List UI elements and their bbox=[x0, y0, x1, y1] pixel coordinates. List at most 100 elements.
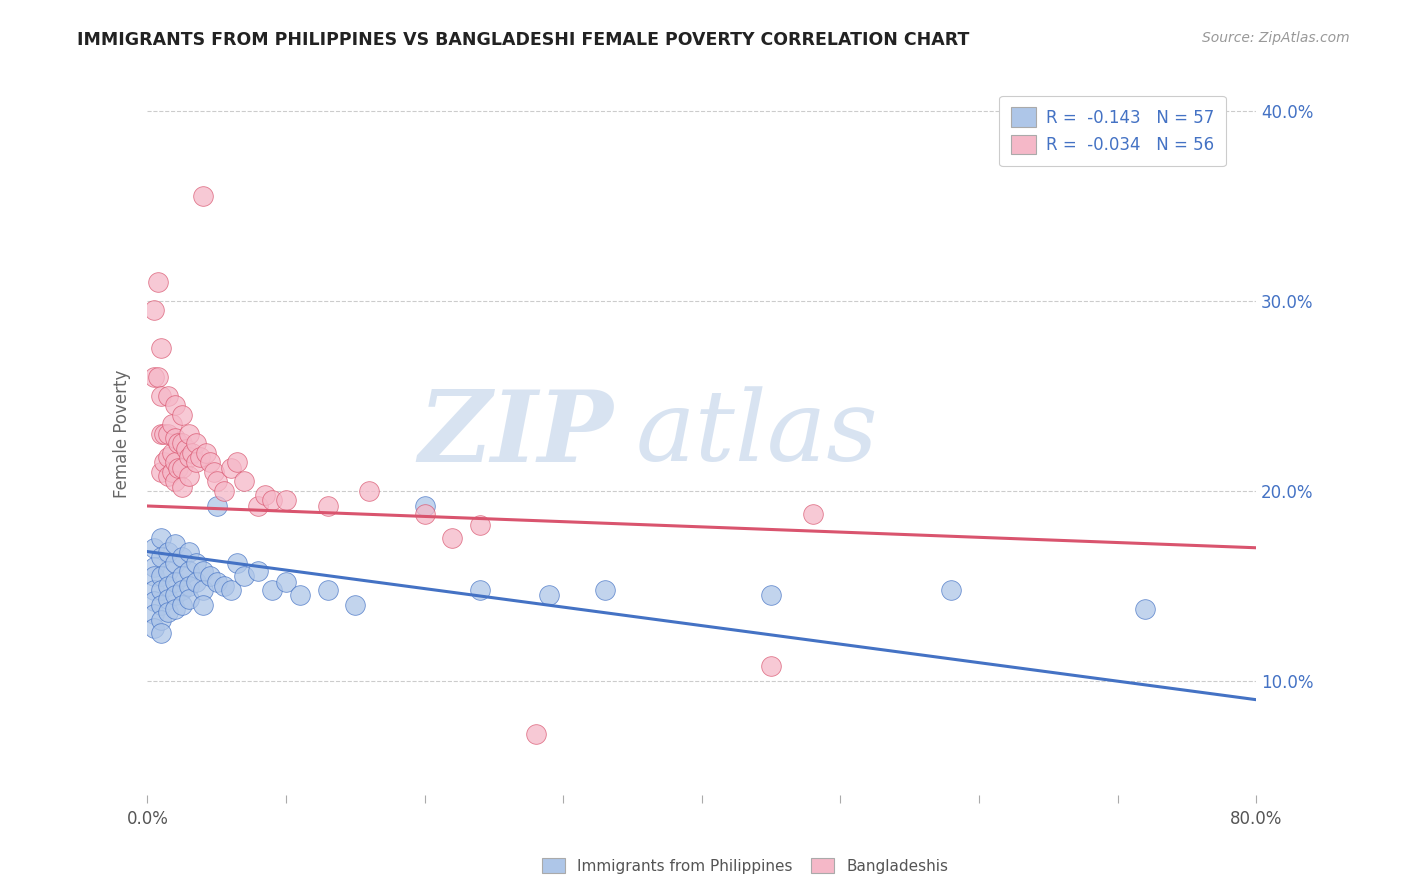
Point bbox=[191, 582, 214, 597]
Legend: R =  -0.143   N = 57, R =  -0.034   N = 56: R = -0.143 N = 57, R = -0.034 N = 56 bbox=[1000, 95, 1226, 166]
Point bbox=[198, 455, 221, 469]
Point bbox=[184, 436, 207, 450]
Point bbox=[198, 569, 221, 583]
Point bbox=[274, 574, 297, 589]
Point bbox=[157, 389, 180, 403]
Point bbox=[165, 398, 187, 412]
Point bbox=[233, 475, 256, 489]
Point bbox=[801, 507, 824, 521]
Point bbox=[143, 369, 166, 384]
Point bbox=[150, 613, 173, 627]
Point bbox=[143, 621, 166, 635]
Point bbox=[170, 569, 193, 583]
Point bbox=[202, 465, 225, 479]
Point bbox=[150, 426, 173, 441]
Point bbox=[150, 531, 173, 545]
Legend: Immigrants from Philippines, Bangladeshis: Immigrants from Philippines, Bangladeshi… bbox=[536, 852, 955, 880]
Point bbox=[247, 564, 270, 578]
Point bbox=[143, 541, 166, 555]
Point bbox=[150, 465, 173, 479]
Point bbox=[143, 559, 166, 574]
Point bbox=[143, 303, 166, 318]
Point bbox=[191, 564, 214, 578]
Point bbox=[226, 455, 249, 469]
Point bbox=[177, 450, 200, 464]
Point bbox=[219, 461, 242, 475]
Point bbox=[233, 569, 256, 583]
Point bbox=[247, 499, 270, 513]
Point bbox=[184, 556, 207, 570]
Point bbox=[177, 544, 200, 558]
Point bbox=[170, 480, 193, 494]
Point bbox=[162, 417, 184, 432]
Point bbox=[524, 727, 547, 741]
Point bbox=[167, 436, 190, 450]
Point bbox=[262, 582, 284, 597]
Point bbox=[143, 594, 166, 608]
Point bbox=[165, 537, 187, 551]
Point bbox=[441, 531, 464, 545]
Point bbox=[538, 588, 561, 602]
Point bbox=[205, 499, 228, 513]
Point bbox=[205, 475, 228, 489]
Point bbox=[143, 582, 166, 597]
Point bbox=[170, 408, 193, 422]
Point bbox=[316, 582, 339, 597]
Text: IMMIGRANTS FROM PHILIPPINES VS BANGLADESHI FEMALE POVERTY CORRELATION CHART: IMMIGRANTS FROM PHILIPPINES VS BANGLADES… bbox=[77, 31, 970, 49]
Point bbox=[274, 493, 297, 508]
Point bbox=[1135, 601, 1157, 615]
Point bbox=[150, 550, 173, 565]
Point bbox=[413, 507, 436, 521]
Point bbox=[174, 442, 197, 456]
Point bbox=[148, 369, 170, 384]
Point bbox=[191, 189, 214, 203]
Point bbox=[170, 461, 193, 475]
Point bbox=[177, 592, 200, 607]
Point bbox=[150, 598, 173, 612]
Point bbox=[157, 450, 180, 464]
Point bbox=[150, 626, 173, 640]
Point bbox=[153, 455, 176, 469]
Point bbox=[177, 564, 200, 578]
Point bbox=[170, 550, 193, 565]
Point bbox=[170, 436, 193, 450]
Point bbox=[143, 569, 166, 583]
Point bbox=[165, 455, 187, 469]
Point bbox=[212, 483, 235, 498]
Point bbox=[468, 518, 491, 533]
Point bbox=[162, 465, 184, 479]
Point bbox=[165, 588, 187, 602]
Point bbox=[150, 582, 173, 597]
Point bbox=[413, 499, 436, 513]
Point bbox=[205, 574, 228, 589]
Point bbox=[165, 431, 187, 445]
Point bbox=[177, 426, 200, 441]
Point bbox=[148, 275, 170, 289]
Point bbox=[143, 607, 166, 622]
Point bbox=[157, 468, 180, 483]
Point bbox=[150, 389, 173, 403]
Point bbox=[359, 483, 381, 498]
Point bbox=[254, 487, 277, 501]
Point bbox=[157, 426, 180, 441]
Point bbox=[184, 455, 207, 469]
Point bbox=[759, 658, 782, 673]
Point bbox=[941, 582, 963, 597]
Point bbox=[219, 582, 242, 597]
Point bbox=[162, 446, 184, 460]
Y-axis label: Female Poverty: Female Poverty bbox=[114, 369, 131, 498]
Point bbox=[262, 493, 284, 508]
Point bbox=[165, 556, 187, 570]
Point bbox=[150, 569, 173, 583]
Point bbox=[157, 605, 180, 619]
Point bbox=[184, 574, 207, 589]
Text: atlas: atlas bbox=[636, 386, 879, 482]
Point bbox=[288, 588, 311, 602]
Point bbox=[170, 598, 193, 612]
Point bbox=[157, 592, 180, 607]
Point bbox=[177, 579, 200, 593]
Point bbox=[170, 582, 193, 597]
Point bbox=[759, 588, 782, 602]
Point bbox=[167, 461, 190, 475]
Point bbox=[157, 564, 180, 578]
